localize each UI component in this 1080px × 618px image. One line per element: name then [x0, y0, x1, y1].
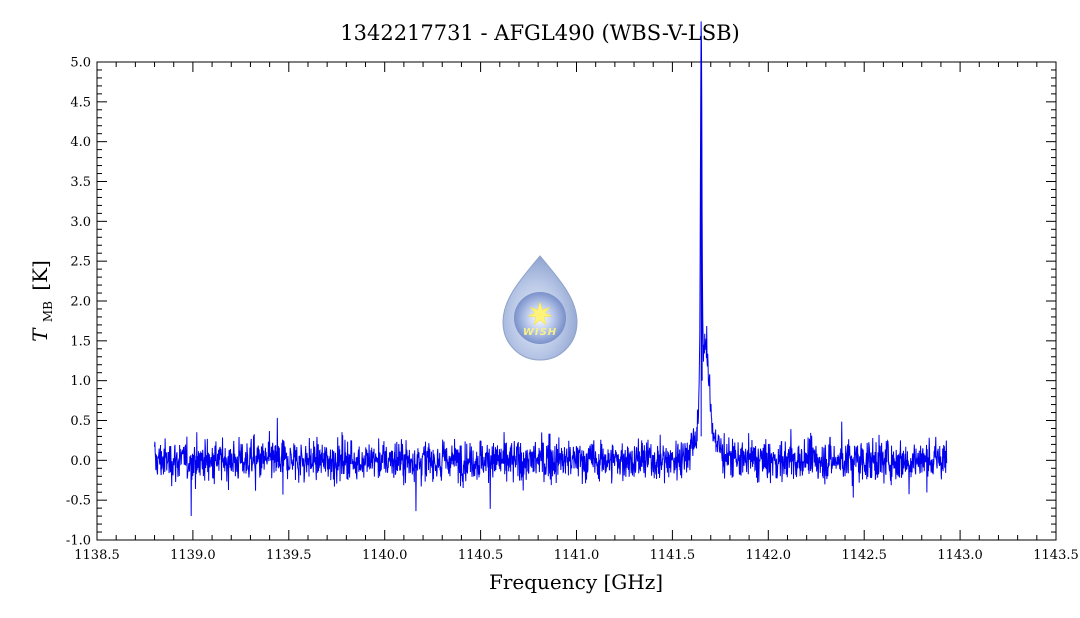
x-tick-label: 1140.0: [362, 548, 408, 563]
x-tick-label: 1139.5: [266, 548, 312, 563]
x-tick-label: 1141.5: [650, 548, 696, 563]
x-axis-label: Frequency [GHz]: [489, 570, 663, 594]
chart-title: 1342217731 - AFGL490 (WBS-V-LSB): [340, 21, 740, 45]
x-tick-label: 1142.0: [746, 548, 792, 563]
star-icon: [527, 301, 553, 326]
y-tick-label: 0.5: [70, 414, 91, 429]
x-tick-label: 1143.0: [937, 548, 983, 563]
x-tick-label: 1140.5: [458, 548, 504, 563]
y-tick-label: 1.0: [70, 374, 91, 389]
y-tick-label: 2.0: [70, 295, 91, 310]
x-tick-label: 1143.5: [1033, 548, 1079, 563]
y-tick-label: 1.5: [70, 334, 91, 349]
y-tick-label: 4.5: [70, 95, 91, 110]
y-axis-label-unit: [K]: [28, 260, 52, 291]
y-axis-label-sub: MB: [41, 301, 55, 322]
x-tick-label: 1141.0: [554, 548, 600, 563]
y-axis-label: T MB [K]: [28, 260, 57, 342]
y-tick-label: 5.0: [70, 56, 91, 71]
y-tick-label: -1.0: [66, 534, 91, 549]
spectrum-line: [154, 21, 948, 517]
x-tick-label: 1142.5: [841, 548, 887, 563]
logo-text: WISH: [523, 327, 557, 338]
y-tick-label: 2.5: [70, 255, 91, 270]
wish-logo: WISH: [502, 255, 578, 361]
y-tick-label: -0.5: [66, 494, 91, 509]
y-tick-label: 0.0: [70, 454, 91, 469]
y-axis-label-main: T: [28, 327, 52, 342]
x-axis: 1138.5 1139.0 1139.5 1140.0 1140.5 1141.0 1141…: [74, 62, 1079, 563]
x-tick-label: 1139.0: [170, 548, 216, 563]
y-axis: -1.0 -0.5 0.0 0.5 1.0 1.5 2.0 2.5 3.0 3.5 4.0 4.5 5.…: [66, 56, 1056, 549]
y-tick-label: 4.0: [70, 135, 91, 150]
y-tick-label: 3.5: [70, 175, 91, 190]
x-tick-label: 1138.5: [74, 548, 120, 563]
y-tick-label: 3.0: [70, 215, 91, 230]
svg-text:T MB [K]: T MB [K]: [28, 260, 57, 342]
